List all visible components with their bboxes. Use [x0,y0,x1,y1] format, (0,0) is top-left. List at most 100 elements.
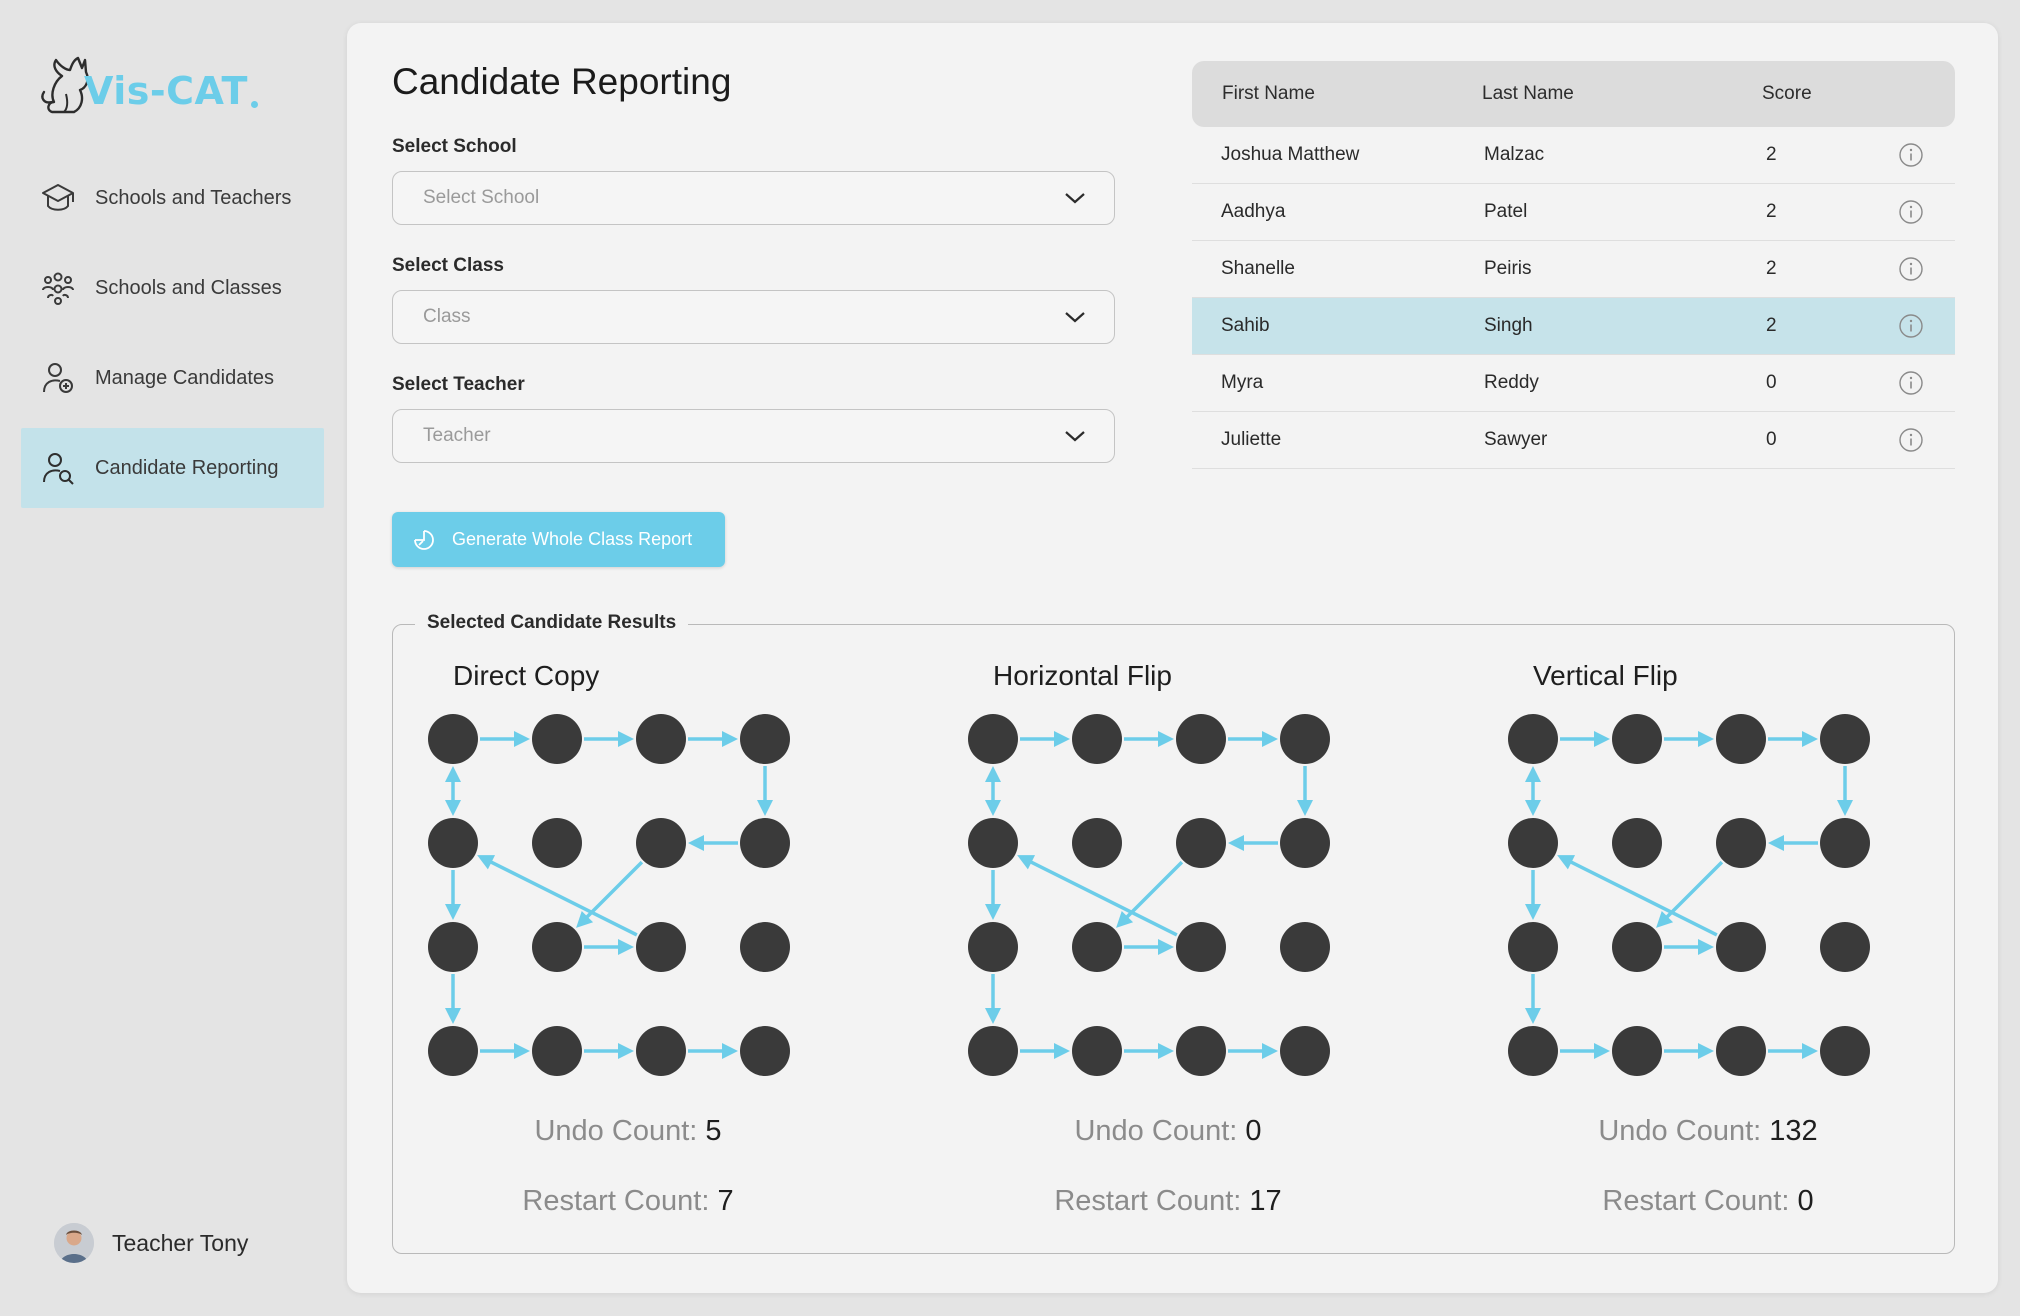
sidebar-item-manage-candidates[interactable]: Manage Candidates [21,338,324,418]
sidebar-item-label: Schools and Classes [95,276,282,299]
grid-dot [968,818,1018,868]
info-icon[interactable] [1898,370,1924,396]
sidebar-item-schools-and-classes[interactable]: Schools and Classes [21,248,324,328]
grid-dot [1072,1026,1122,1076]
grid-dot [1820,922,1870,972]
column-header-score[interactable]: Score [1762,83,1812,104]
arrow-head [1594,731,1610,747]
path-arrow [483,857,638,937]
table-row[interactable]: Aadhya Patel 2 [1192,184,1955,241]
cell-first-name: Myra [1221,372,1264,393]
grid-dot [1716,922,1766,972]
select-class-dropdown[interactable]: Class [392,290,1115,344]
undo-count-label: Undo Count: [1598,1115,1762,1147]
info-icon[interactable] [1898,313,1924,339]
arrow-head [618,939,634,955]
undo-count: Undo Count: 0 [993,1115,1343,1148]
sidebar-item-label: Schools and Teachers [95,186,292,209]
grid-dot [428,818,478,868]
arrow-head [445,1008,461,1024]
select-teacher-dropdown[interactable]: Teacher [392,409,1115,463]
grid-dot [532,1026,582,1076]
arrow-head [1698,939,1714,955]
arrow-head [1525,904,1541,920]
restart-count: Restart Count: 0 [1533,1185,1883,1218]
table-row[interactable]: Juliette Sawyer 0 [1192,412,1955,469]
app-logo[interactable]: Vis-CAT [38,46,258,116]
arrow-head [1768,835,1784,851]
task-title: Direct Copy [453,660,600,691]
cell-last-name: Malzac [1484,144,1545,165]
arrow-head [1262,1043,1278,1059]
undo-count-value: 132 [1769,1115,1818,1147]
column-header-first-name[interactable]: First Name [1222,83,1315,104]
arrow-head [1802,731,1818,747]
arrow-head [1054,1043,1070,1059]
table-row[interactable]: Sahib Singh 2 [1192,298,1955,355]
undo-count-value: 0 [1245,1115,1262,1147]
arrow-head [1557,855,1576,870]
grid-dot [1716,818,1766,868]
selected-candidate-results: Selected Candidate Results Direct Copy Un… [392,612,1955,1255]
cell-score: 0 [1766,429,1777,450]
table-row[interactable]: Joshua Matthew Malzac 2 [1192,127,1955,184]
grid-dot [636,1026,686,1076]
table-row[interactable]: Myra Reddy 0 [1192,355,1955,412]
user-name: Teacher Tony [112,1229,249,1256]
grid-dot [1176,818,1226,868]
select-school-dropdown[interactable]: Select School [392,171,1115,225]
grid-dot [740,922,790,972]
chevron-down-icon [1065,431,1085,442]
table-row[interactable]: Shanelle Peiris 2 [1192,241,1955,298]
result-task-card: Direct Copy Undo Count: 5 Restart Count: 7 [428,625,853,1255]
sidebar-item-candidate-reporting[interactable]: Candidate Reporting [21,428,324,508]
chevron-down-icon [1065,193,1085,204]
arrow-head [1054,731,1070,747]
info-icon[interactable] [1898,199,1924,225]
restart-count: Restart Count: 17 [993,1185,1343,1218]
cell-last-name: Patel [1484,201,1528,222]
info-icon[interactable] [1898,427,1924,453]
undo-count-value: 5 [705,1115,722,1147]
cell-first-name: Sahib [1221,315,1270,336]
cell-first-name: Joshua Matthew [1221,144,1360,165]
arrow-head [1262,731,1278,747]
info-icon[interactable] [1898,256,1924,282]
arrow-head [1656,910,1674,928]
task-title: Horizontal Flip [993,660,1172,691]
user-add-icon [39,359,77,397]
cell-last-name: Peiris [1484,258,1532,279]
arrow-head [722,1043,738,1059]
arrow-head [576,910,594,928]
avatar [54,1223,94,1263]
info-icon[interactable] [1898,142,1924,168]
page-title: Candidate Reporting [392,61,732,102]
grid-dot [1072,818,1122,868]
path-arrow [1023,857,1178,937]
arrow-head [1698,1043,1714,1059]
column-header-last-name[interactable]: Last Name [1482,83,1574,104]
result-task-card: Horizontal Flip Undo Count: 0 Restart Coun… [968,625,1393,1255]
grid-dot [636,714,686,764]
grid-dot [1716,714,1766,764]
user-profile[interactable]: Teacher Tony [54,1223,248,1263]
task-title: Vertical Flip [1533,660,1678,691]
arrow-head [985,904,1001,920]
grid-dot [1280,714,1330,764]
cell-first-name: Juliette [1221,429,1282,450]
sidebar-item-schools-and-teachers[interactable]: Schools and Teachers [21,158,324,238]
grid-dot [1612,1026,1662,1076]
grid-dot [968,922,1018,972]
grid-dot [1508,714,1558,764]
arrow-head [985,800,1001,816]
generate-class-report-button[interactable]: Generate Whole Class Report [392,512,725,567]
grid-dot [1072,922,1122,972]
cell-last-name: Reddy [1484,372,1539,393]
arrow-head [1158,939,1174,955]
main-panel: Candidate Reporting Select School Select… [347,23,1998,1293]
logo-dot [250,101,258,108]
grid-dot [1176,922,1226,972]
grid-dot [532,922,582,972]
grid-dot [968,714,1018,764]
arrow-head [618,731,634,747]
